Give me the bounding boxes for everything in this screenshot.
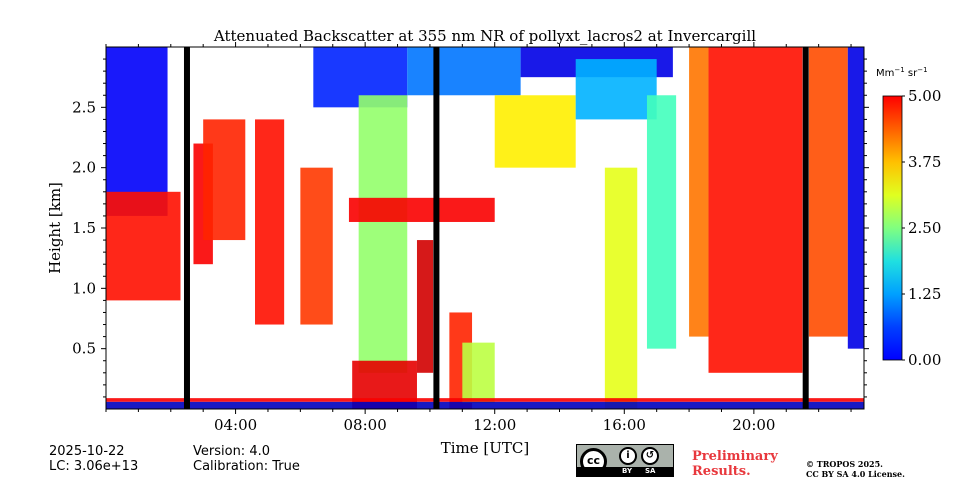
signal-region-24 — [106, 398, 864, 402]
badge-by-label: BY — [622, 467, 633, 475]
attribution-icon: i — [619, 447, 637, 465]
y-tick-label-4: 2.5 — [72, 98, 96, 116]
signal-region-19 — [689, 47, 709, 337]
badge-strip — [577, 467, 673, 476]
colorbar: Mm−1 sr−1 0.00 1.25 2.50 3.75 5.00 — [876, 66, 941, 369]
x-tick-label-0: 04:00 — [214, 416, 257, 434]
y-axis: 0.5 1.0 1.5 2.0 2.5 — [72, 58, 869, 398]
colorbar-unit-label: Mm−1 sr−1 — [876, 66, 928, 79]
preliminary-line-1: Preliminary — [692, 449, 778, 464]
signal-region-3 — [203, 119, 246, 241]
signal-region-1 — [106, 191, 181, 301]
y-tick-label-0: 0.5 — [72, 340, 96, 358]
signal-region-14 — [494, 95, 576, 168]
preliminary-line-2: Results. — [692, 464, 751, 479]
preliminary-notice: Preliminary Results. — [692, 449, 778, 479]
plot-area — [106, 47, 864, 409]
badge-sa-label: SA — [645, 467, 656, 475]
date-label: 2025-10-22 — [49, 444, 125, 459]
y-tick-label-3: 2.0 — [72, 159, 96, 177]
signal-region-11 — [348, 197, 495, 222]
x-axis-label: Time [UTC] — [441, 439, 530, 457]
signal-region-23 — [106, 401, 864, 409]
share-alike-icon: ↺ — [641, 447, 659, 465]
colorbar-tick-label-2: 2.50 — [908, 219, 941, 237]
copyright-line-1: © TROPOS 2025. — [806, 459, 883, 469]
signal-region-7 — [358, 95, 408, 373]
signal-region-22 — [847, 47, 864, 349]
colorbar-tick-label-4: 5.00 — [908, 87, 941, 105]
version-label: Version: 4.0 — [193, 444, 270, 459]
signal-region-17 — [604, 167, 638, 409]
signal-region-16 — [575, 59, 657, 120]
x-tick-label-4: 20:00 — [732, 416, 775, 434]
no-data-bar-2 — [802, 47, 809, 409]
colorbar-tick-label-0: 0.00 — [908, 351, 941, 369]
signal-region-18 — [646, 95, 677, 349]
signal-region-20 — [708, 47, 803, 373]
colorbar-tick-label-3: 3.75 — [908, 153, 941, 171]
colorbar-ticks: 0.00 1.25 2.50 3.75 5.00 — [902, 87, 941, 369]
signal-region-5 — [300, 167, 333, 325]
signal-region-13 — [462, 342, 495, 403]
signal-regions — [106, 47, 864, 409]
copyright-line-2: CC BY SA 4.0 License. — [806, 469, 905, 479]
signal-region-9 — [416, 240, 434, 373]
copyright-notice: © TROPOS 2025. CC BY SA 4.0 License. — [806, 459, 905, 479]
x-tick-label-1: 08:00 — [344, 416, 387, 434]
x-axis: 04:00 08:00 12:00 16:00 20:00 — [105, 42, 852, 434]
chart-title: Attenuated Backscatter at 355 nm NR of p… — [213, 27, 756, 45]
x-tick-label-2: 12:00 — [473, 416, 516, 434]
signal-region-4 — [255, 119, 285, 325]
y-tick-label-2: 1.5 — [72, 219, 96, 237]
y-axis-label: Height [km] — [46, 182, 64, 274]
no-data-bar-1 — [433, 47, 440, 409]
signal-region-10 — [407, 47, 521, 96]
no-data-bar-0 — [183, 47, 190, 409]
signal-region-0 — [106, 47, 168, 216]
no-data-bars — [183, 47, 809, 409]
signal-region-21 — [808, 47, 848, 337]
colorbar-tick-label-1: 1.25 — [908, 285, 941, 303]
colorbar-gradient — [882, 95, 903, 361]
y-tick-label-1: 1.0 — [72, 279, 96, 297]
cc-license-badge: cc i ↺ BY SA — [576, 444, 674, 477]
lc-label: LC: 3.06e+13 — [49, 459, 139, 474]
calibration-label: Calibration: True — [193, 459, 300, 474]
x-tick-label-3: 16:00 — [603, 416, 646, 434]
